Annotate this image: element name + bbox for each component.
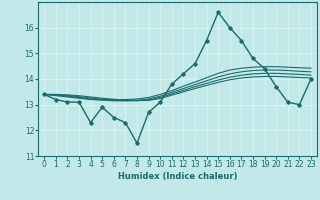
X-axis label: Humidex (Indice chaleur): Humidex (Indice chaleur)	[118, 172, 237, 181]
